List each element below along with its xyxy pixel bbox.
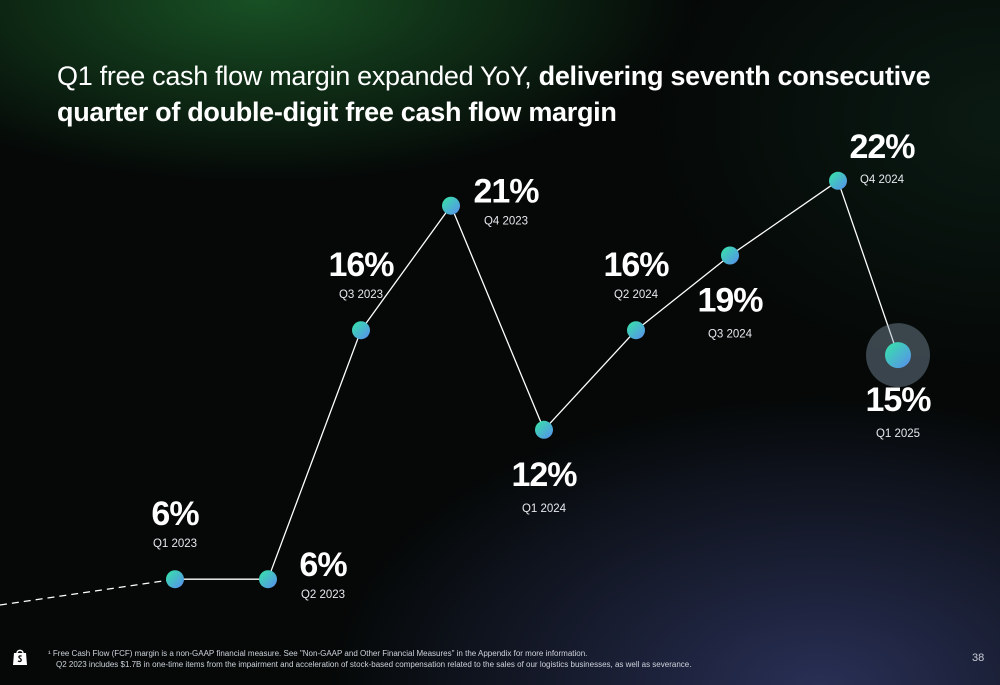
line-segment xyxy=(450,205,545,431)
line-segment xyxy=(267,329,362,580)
value-label: 6% xyxy=(299,546,347,584)
title-light: Q1 free cash flow margin expanded YoY, xyxy=(57,61,539,91)
title-bold: delivering seventh consecutive quarter o… xyxy=(57,61,931,127)
data-point xyxy=(721,246,739,265)
footnote: ¹ Free Cash Flow (FCF) margin is a non-G… xyxy=(48,648,691,670)
category-label: Q2 2023 xyxy=(301,589,345,601)
value-label: 19% xyxy=(697,282,763,320)
data-point xyxy=(627,321,645,340)
value-label: 22% xyxy=(849,128,915,166)
line-segment xyxy=(837,180,899,356)
value-label: 12% xyxy=(511,456,577,494)
footnote-line-2: Q2 2023 includes $1.7B in one-time items… xyxy=(56,660,692,669)
category-label: Q3 2023 xyxy=(339,289,383,301)
data-point xyxy=(885,342,911,369)
data-point xyxy=(829,171,847,190)
slide-title: Q1 free cash flow margin expanded YoY, d… xyxy=(57,58,957,130)
line-segment xyxy=(543,329,637,431)
category-label: Q1 2024 xyxy=(522,503,567,515)
category-label: Q1 2023 xyxy=(153,538,197,550)
category-label: Q3 2024 xyxy=(708,329,753,341)
category-label: Q4 2023 xyxy=(484,216,528,228)
shopify-bag-icon xyxy=(13,649,27,665)
line-segment xyxy=(729,180,839,257)
value-label: 16% xyxy=(603,246,669,284)
category-label: Q4 2024 xyxy=(860,174,905,186)
trend-lead-in-line xyxy=(0,578,176,606)
data-point xyxy=(166,570,184,589)
page-number: 38 xyxy=(972,652,985,664)
data-point xyxy=(535,420,553,439)
footnote-line-1: ¹ Free Cash Flow (FCF) margin is a non-G… xyxy=(48,649,588,658)
line-segment xyxy=(635,254,731,331)
value-label: 6% xyxy=(151,495,199,533)
category-label: Q1 2025 xyxy=(876,428,920,440)
data-point xyxy=(442,196,460,215)
category-label: Q2 2024 xyxy=(614,289,659,301)
line-segment xyxy=(360,205,452,331)
data-point xyxy=(259,570,277,589)
value-label: 16% xyxy=(328,246,394,284)
value-label: 15% xyxy=(865,381,931,419)
data-point xyxy=(352,321,370,340)
value-label: 21% xyxy=(473,173,539,211)
